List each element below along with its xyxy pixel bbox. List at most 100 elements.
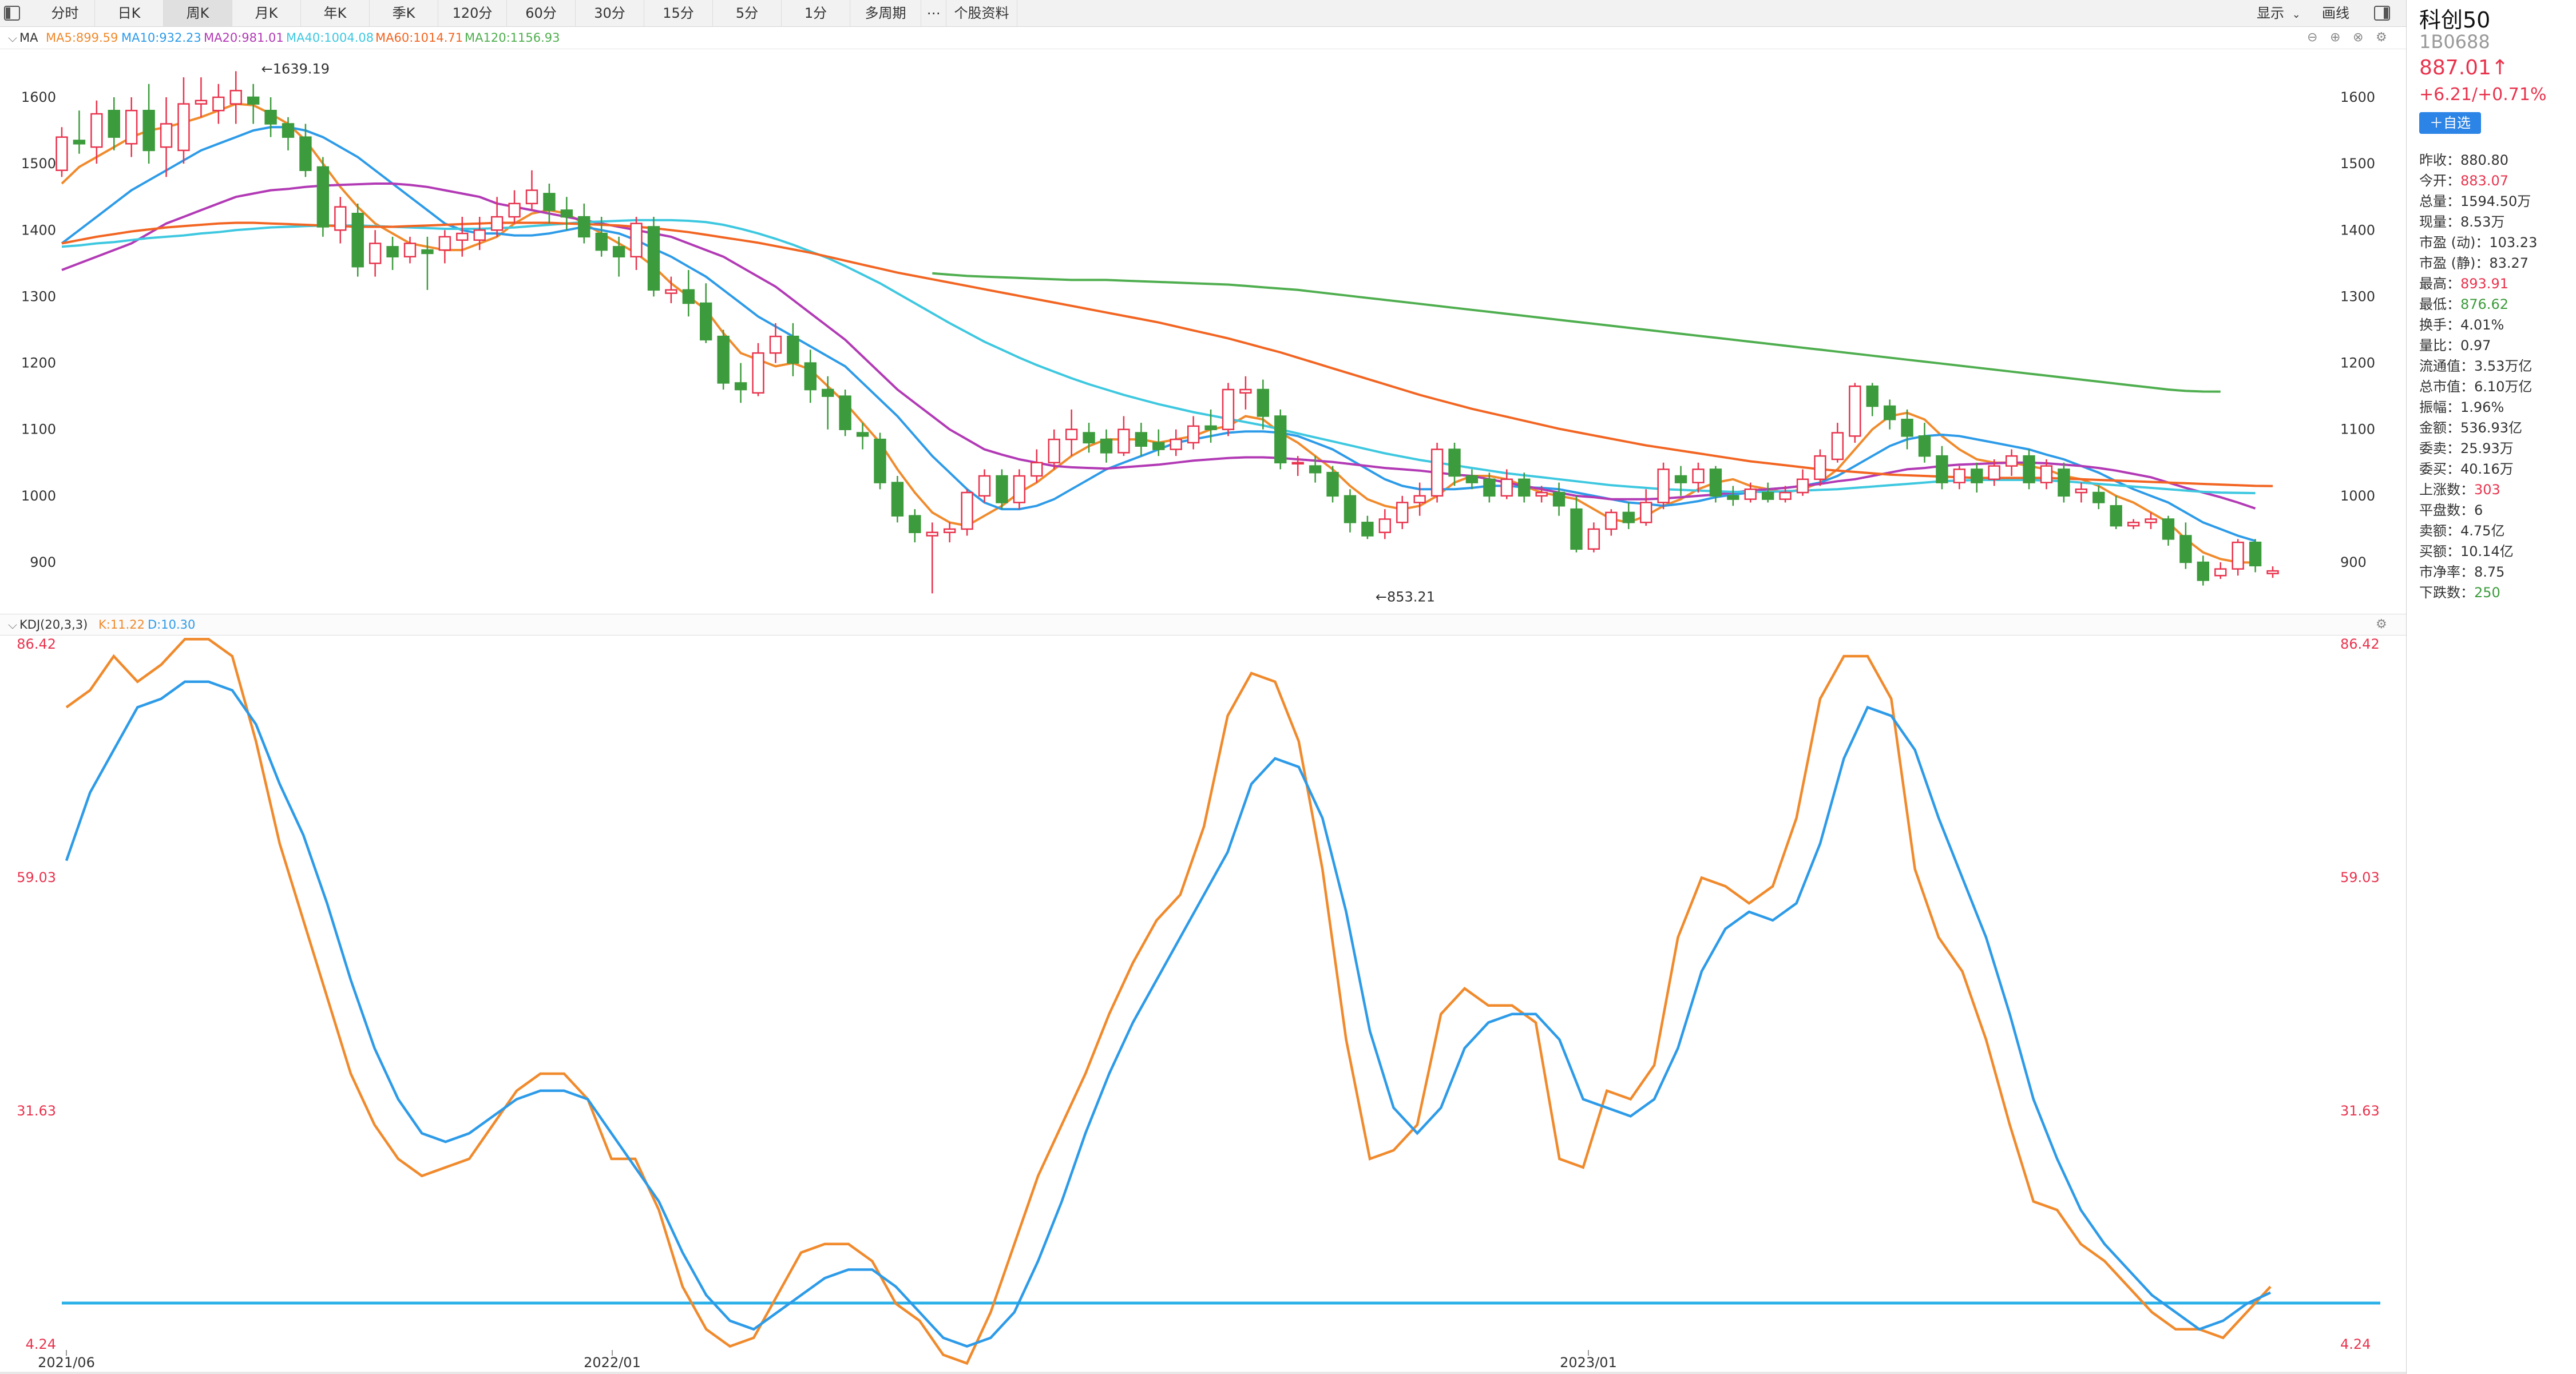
period-tab[interactable]: 多周期 xyxy=(850,0,921,26)
candle-body xyxy=(2075,488,2088,494)
candle-body xyxy=(578,216,591,238)
close-circle-icon[interactable]: ⊗ xyxy=(2353,30,2364,45)
candle-body xyxy=(926,531,938,537)
candle-body xyxy=(1013,475,1026,503)
candle-body xyxy=(1065,428,1078,440)
add-watchlist-button[interactable]: ＋自选 xyxy=(2419,112,2481,134)
candle xyxy=(177,77,190,164)
candle-body xyxy=(438,236,451,251)
stat-label: 平盘数： xyxy=(2419,502,2474,518)
minus-circle-icon[interactable]: ⊖ xyxy=(2307,30,2318,45)
candle xyxy=(1936,446,1948,490)
display-menu[interactable]: 显示 ⌄ xyxy=(2257,0,2301,26)
candle-body xyxy=(1378,518,1391,533)
stat-label: 现量： xyxy=(2419,214,2460,230)
candle-body xyxy=(1640,502,1652,523)
stat-label: 市盈 (静)： xyxy=(2419,255,2490,271)
candle xyxy=(1291,456,1304,476)
candle-body xyxy=(1031,462,1043,477)
y-tick-label-right: 86.42 xyxy=(2340,636,2380,652)
period-tab[interactable]: 分时 xyxy=(35,0,95,26)
sidebar-toggle-icon[interactable] xyxy=(3,5,21,22)
collapse-arrow-icon[interactable]: ⌵ xyxy=(8,31,17,45)
stat-row: 总量：1594.50万 xyxy=(2419,190,2531,210)
candle xyxy=(247,84,260,124)
right-panel-toggle-icon[interactable] xyxy=(2373,5,2391,22)
candle xyxy=(717,329,730,390)
candle-body xyxy=(73,140,86,145)
candle xyxy=(2162,515,2175,546)
candle xyxy=(1883,399,1896,430)
stat-row: 金额：536.93亿 xyxy=(2419,416,2522,436)
candle xyxy=(2040,459,2053,490)
stat-label: 量比： xyxy=(2419,337,2460,354)
candle xyxy=(456,217,469,257)
candle xyxy=(438,230,451,264)
draw-button[interactable]: 画线 xyxy=(2322,0,2349,26)
candle-body xyxy=(1936,455,1948,483)
quote-panel: 科创50 1B0688 887.01↑ +6.21/+0.71% ＋自选 昨收：… xyxy=(2406,0,2576,1374)
ma-indicator-name[interactable]: MA xyxy=(19,31,38,45)
period-tab[interactable]: 120分 xyxy=(438,0,507,26)
kdj-k-legend: K:11.22 xyxy=(98,618,145,632)
candle-body xyxy=(2058,468,2070,497)
last-price-value: 887.01 xyxy=(2419,56,2491,80)
candle xyxy=(1988,459,2000,486)
y-tick-label-right: 59.03 xyxy=(2340,869,2380,885)
y-tick-label-left: 4.24 xyxy=(26,1336,56,1352)
kdj-indicator-name[interactable]: KDJ(20,3,3) xyxy=(19,618,88,632)
candle xyxy=(2110,495,2122,529)
period-tab[interactable]: 月K xyxy=(232,0,301,26)
candle xyxy=(595,217,608,257)
stat-label: 买额： xyxy=(2419,543,2460,559)
candle-body xyxy=(682,289,695,304)
period-tab[interactable]: 15分 xyxy=(644,0,713,26)
kdj-indicator-chart[interactable]: 4.24 4.24 31.63 31.63 59.03 59.03 86.42 86.42 20… xyxy=(0,635,2406,1372)
candle xyxy=(1309,456,1322,483)
period-tab[interactable]: 1分 xyxy=(782,0,850,26)
candle xyxy=(2266,566,2279,578)
collapse-arrow-icon[interactable]: ⌵ xyxy=(8,618,17,632)
stat-value: 40.16万 xyxy=(2460,461,2514,477)
plus-circle-icon[interactable]: ⊕ xyxy=(2330,30,2341,45)
settings-gear-icon[interactable]: ⚙ xyxy=(2376,30,2387,45)
stat-row: 委买：40.16万 xyxy=(2419,458,2514,478)
candle-body xyxy=(1309,465,1322,474)
candle-body xyxy=(1500,478,1513,497)
candle-body xyxy=(1552,491,1566,507)
period-tab[interactable]: 季K xyxy=(370,0,438,26)
candle xyxy=(1552,482,1566,516)
stat-row: 上涨数：303 xyxy=(2419,478,2500,498)
period-tab[interactable]: 30分 xyxy=(576,0,644,26)
candle xyxy=(264,97,277,137)
candle xyxy=(2127,519,2140,529)
stat-value: 6 xyxy=(2474,502,2483,518)
stat-label: 今开： xyxy=(2419,173,2460,189)
period-tab[interactable]: 年K xyxy=(301,0,370,26)
y-tick-label-right: 1600 xyxy=(2340,89,2375,105)
period-tab[interactable]: ⋯ xyxy=(921,0,946,26)
candle-body xyxy=(909,515,921,533)
period-tab[interactable]: 5分 xyxy=(713,0,782,26)
candle-body xyxy=(1187,425,1200,444)
candle-body xyxy=(212,96,225,112)
stat-value: 1.96% xyxy=(2460,399,2504,415)
candle-body xyxy=(1761,491,1774,500)
period-tab[interactable]: 日K xyxy=(95,0,164,26)
period-tab[interactable]: 个股资料 xyxy=(946,0,1017,26)
kdj-d-legend: D:10.30 xyxy=(148,618,196,632)
period-tab[interactable]: 周K xyxy=(164,0,232,26)
period-tab[interactable]: 60分 xyxy=(507,0,576,26)
y-tick-label-left: 900 xyxy=(30,554,56,570)
candle-body xyxy=(195,100,208,105)
y-tick-label-left: 1300 xyxy=(21,288,56,304)
candle-body xyxy=(700,302,712,341)
stat-value: 880.80 xyxy=(2460,152,2508,168)
candle-body xyxy=(1048,438,1060,464)
candle xyxy=(578,203,591,244)
candle xyxy=(2023,449,2035,490)
settings-gear-icon[interactable]: ⚙ xyxy=(2376,617,2387,632)
candle-body xyxy=(421,249,434,255)
stat-value: 10.14亿 xyxy=(2460,543,2514,559)
price-candlestick-chart[interactable]: 900 900 1000 1000 1100 1100 1200 1200 1300 1300 14… xyxy=(0,49,2406,613)
